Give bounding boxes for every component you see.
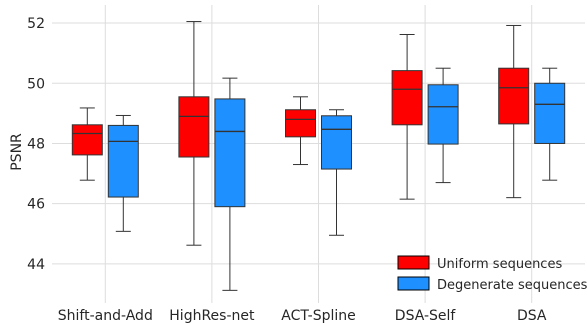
box-1-2 bbox=[321, 109, 352, 236]
boxes bbox=[71, 21, 566, 291]
x-tick-label: HighRes-net bbox=[169, 308, 255, 323]
y-axis-title: PSNR bbox=[9, 133, 25, 171]
box-body bbox=[107, 124, 139, 198]
legend: Uniform sequences Degenerate sequences bbox=[397, 255, 587, 293]
box-0-0 bbox=[71, 107, 103, 181]
box-0-3 bbox=[391, 33, 423, 200]
box-0-1 bbox=[178, 21, 210, 246]
y-tick-label: 50 bbox=[27, 76, 45, 92]
x-tick-label: DSA-Self bbox=[395, 308, 457, 323]
box-body bbox=[214, 98, 246, 208]
legend-swatch-degenerate bbox=[397, 276, 430, 291]
box-body bbox=[427, 84, 459, 145]
y-tick-label: 52 bbox=[27, 16, 45, 32]
box-0-2 bbox=[285, 96, 316, 166]
x-tick-label: DSA bbox=[517, 308, 547, 323]
box-body bbox=[498, 67, 530, 125]
box-1-1 bbox=[214, 77, 246, 291]
legend-swatch-uniform bbox=[397, 255, 430, 270]
box-body bbox=[391, 70, 423, 126]
box-body bbox=[178, 96, 210, 158]
box-body bbox=[71, 124, 103, 156]
x-tick-label: ACT-Spline bbox=[281, 308, 355, 323]
y-tick-label: 48 bbox=[27, 136, 45, 152]
box-body bbox=[285, 109, 316, 138]
y-tick-label: 44 bbox=[27, 257, 45, 273]
legend-label-uniform: Uniform sequences bbox=[437, 257, 562, 272]
box-1-0 bbox=[107, 114, 139, 232]
box-0-4 bbox=[498, 24, 530, 199]
legend-label-degenerate: Degenerate sequences bbox=[437, 278, 587, 293]
box-body bbox=[534, 82, 566, 144]
box-body bbox=[321, 115, 352, 170]
box-1-4 bbox=[534, 67, 566, 181]
grid-lines bbox=[52, 5, 585, 303]
axis-ticks: 44 46 48 50 52 Shift-and-Add HighRes-net ACT-Sp… bbox=[27, 16, 547, 323]
y-tick-label: 46 bbox=[27, 197, 45, 213]
x-tick-label: Shift-and-Add bbox=[58, 308, 153, 323]
box-1-3 bbox=[427, 67, 459, 184]
